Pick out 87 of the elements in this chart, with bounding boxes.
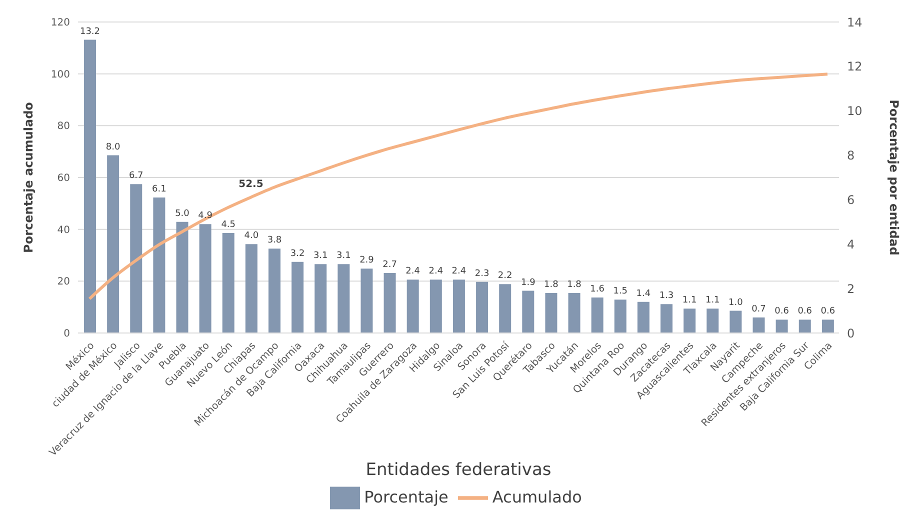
bar [499,284,512,333]
bar [660,304,673,333]
data-label: 5.0 [175,208,190,219]
y2-tick-label: 6 [847,192,855,207]
data-label: 1.0 [728,298,744,308]
data-label: 1.5 [613,286,628,297]
bar [822,320,834,333]
bar [545,293,558,333]
data-label: 13.2 [80,26,100,37]
bar [360,268,373,333]
y2-tick-label: 0 [847,326,855,340]
bar [522,290,534,333]
bar [107,155,120,333]
y2-tick-label: 12 [847,60,862,74]
bar [176,222,188,333]
x-axis-title: Entidades federativas [366,460,552,480]
bar [84,40,96,333]
bar [268,248,280,333]
data-label: 1.1 [682,296,697,306]
data-label: 0.6 [798,306,812,317]
data-label: 2.4 [428,266,444,277]
y2-tick-label: 2 [847,282,855,296]
data-label: 2.2 [498,271,512,282]
data-label: 0.6 [774,306,790,317]
y-tick-label: 60 [57,173,70,184]
y2-tick-label: 8 [847,148,855,163]
data-label: 1.3 [659,291,674,302]
y-axis-title: Porcentaje acumulado [21,102,36,253]
data-label: 3.1 [313,251,328,262]
data-label: 1.9 [520,278,536,288]
y-tick-label: 40 [57,224,70,236]
data-label: 2.3 [474,268,490,279]
bar [384,273,396,333]
bar [222,233,234,333]
y2-tick-label: 4 [847,237,855,252]
data-label: 1.4 [636,288,651,299]
bar [614,300,626,333]
bar [798,320,811,333]
bar [314,264,327,333]
y2-axis-title: Porcentaje por entidad [886,100,901,256]
bar [776,320,788,333]
bar [591,297,604,333]
y2-tick-label: 10 [847,104,862,118]
y2-tick-label: 14 [847,15,862,30]
data-label: 8.0 [106,142,120,152]
data-label: 1.8 [544,280,559,290]
bar [430,280,442,333]
legend-label: Acumulado [492,487,582,506]
bar [637,302,650,333]
y-tick-label: 120 [50,18,70,29]
data-label: 2.4 [452,266,466,277]
bar [706,308,719,333]
bar [568,293,580,333]
data-label: 4.0 [244,231,259,242]
data-label: 1.8 [567,280,582,290]
bar [406,280,419,333]
bar [153,197,166,333]
data-label: 3.8 [267,236,282,246]
bar [684,308,696,333]
bar [752,317,765,333]
bar [245,244,258,333]
y-tick-label: 80 [57,121,70,132]
data-label: 1.1 [705,296,720,306]
data-label: 2.9 [360,256,374,266]
annotation: 52.5 [238,178,264,190]
bar [199,224,212,333]
y-tick-label: 100 [50,69,70,80]
y-tick-label: 20 [57,276,70,288]
line-series [88,72,829,300]
bar [292,262,304,333]
bar [476,282,488,333]
data-label: 6.1 [152,184,166,194]
data-label: 4.5 [221,220,236,230]
bar [452,280,465,333]
bar [130,184,142,333]
bar [730,310,742,333]
data-label: 3.1 [336,251,351,262]
data-label: 2.4 [406,266,420,277]
bar [338,264,350,333]
data-label: 1.6 [590,284,605,294]
data-label: 2.7 [382,260,397,270]
data-label: 6.7 [128,171,144,182]
legend-label: Porcentaje [364,487,448,506]
data-label: 0.7 [752,304,766,314]
y-tick-label: 0 [64,328,70,340]
data-label: 3.2 [290,248,305,259]
data-label: 0.6 [820,306,836,317]
